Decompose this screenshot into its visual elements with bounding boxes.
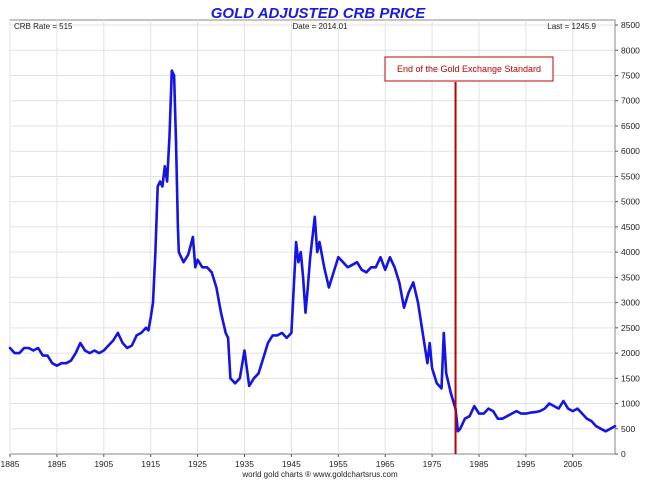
y-tick-label: 7000 bbox=[621, 96, 640, 106]
x-tick-label: 1995 bbox=[516, 459, 535, 469]
x-tick-label: 1975 bbox=[423, 459, 442, 469]
y-tick-label: 500 bbox=[621, 424, 635, 434]
x-tick-label: 2005 bbox=[563, 459, 582, 469]
y-tick-label: 2500 bbox=[621, 323, 640, 333]
x-tick-label: 1965 bbox=[376, 459, 395, 469]
y-tick-label: 1500 bbox=[621, 373, 640, 383]
y-tick-label: 5000 bbox=[621, 197, 640, 207]
y-tick-label: 2000 bbox=[621, 348, 640, 358]
x-tick-label: 1945 bbox=[282, 459, 301, 469]
y-tick-label: 0 bbox=[621, 449, 626, 459]
footer-credit: world gold charts ® www.goldchartsrus.co… bbox=[241, 470, 398, 479]
y-tick-label: 5500 bbox=[621, 171, 640, 181]
y-tick-label: 4500 bbox=[621, 222, 640, 232]
y-axis-ticks: 0 500 1000 1500 2000 2500 3000 3500 4000 4500 5000… bbox=[615, 20, 640, 459]
y-tick-label: 8000 bbox=[621, 45, 640, 55]
y-tick-label: 4000 bbox=[621, 247, 640, 257]
x-tick-label: 1925 bbox=[188, 459, 207, 469]
header-date: Date = 2014.01 bbox=[293, 22, 348, 31]
y-tick-label: 8500 bbox=[621, 20, 640, 30]
annotation-layer: End of the Gold Exchange Standard bbox=[384, 56, 554, 454]
y-tick-label: 6000 bbox=[621, 146, 640, 156]
header-crb-rate: CRB Rate = 515 bbox=[14, 22, 73, 31]
x-tick-label: 1885 bbox=[1, 459, 20, 469]
y-tick-label: 3500 bbox=[621, 272, 640, 282]
x-axis-ticks: 1885 1895 1905 1915 1925 1935 1945 1955 1965 1975… bbox=[1, 454, 583, 469]
y-tick-label: 7500 bbox=[621, 71, 640, 81]
x-tick-label: 1905 bbox=[94, 459, 113, 469]
y-tick-label: 6500 bbox=[621, 121, 640, 131]
x-tick-label: 1955 bbox=[329, 459, 348, 469]
annotation-label: End of the Gold Exchange Standard bbox=[397, 64, 541, 74]
x-tick-label: 1935 bbox=[235, 459, 254, 469]
y-tick-label: 3000 bbox=[621, 298, 640, 308]
chart-title: GOLD ADJUSTED CRB PRICE bbox=[211, 5, 426, 22]
series-layer bbox=[8, 69, 617, 433]
x-tick-label: 1985 bbox=[470, 459, 489, 469]
series-line bbox=[8, 69, 617, 433]
header-last: Last = 1245.9 bbox=[547, 22, 596, 31]
x-tick-label: 1895 bbox=[47, 459, 66, 469]
annotation-box bbox=[384, 56, 554, 82]
x-tick-label: 1915 bbox=[141, 459, 160, 469]
y-tick-label: 1000 bbox=[621, 399, 640, 409]
